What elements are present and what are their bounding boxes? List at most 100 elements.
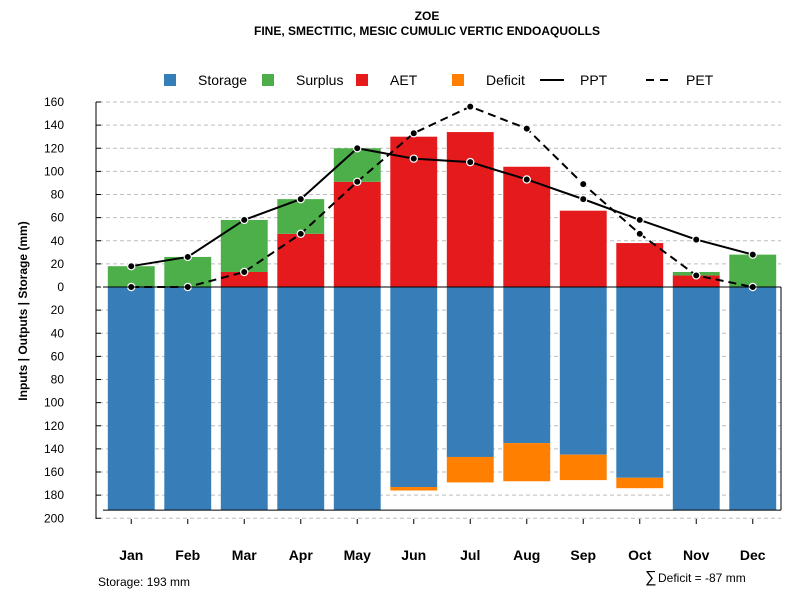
legend-swatch-deficit xyxy=(452,74,464,86)
y-tick-label: 100 xyxy=(44,396,64,410)
storage-bar xyxy=(559,287,607,455)
y-tick-label: 80 xyxy=(51,188,65,202)
aet-bar xyxy=(616,243,664,287)
storage-bar xyxy=(107,287,155,511)
y-tick-label: 20 xyxy=(51,303,65,317)
ppt-line xyxy=(131,147,754,268)
y-tick-label: 20 xyxy=(51,257,65,271)
ppt-point xyxy=(409,154,418,163)
x-tick-label: Mar xyxy=(232,547,257,563)
storage-bar xyxy=(277,287,325,511)
x-tick-label: Apr xyxy=(289,547,314,563)
pet-point xyxy=(353,177,362,186)
x-tick-label: Jun xyxy=(401,547,426,563)
y-tick-label: 40 xyxy=(51,234,65,248)
legend-swatch-surplus xyxy=(262,74,274,86)
x-tick-label: Aug xyxy=(513,547,540,563)
x-tick-label: Sep xyxy=(570,547,596,563)
ppt-point xyxy=(466,157,475,167)
storage-bar xyxy=(729,287,777,511)
legend-swatch-aet xyxy=(356,74,368,86)
storage-bar xyxy=(220,287,268,511)
y-tick-label: 0 xyxy=(57,280,64,294)
y-tick-label: 140 xyxy=(44,118,64,132)
pet-point xyxy=(692,271,701,280)
storage-footnote: Storage: 193 mm xyxy=(98,575,190,589)
storage-bar xyxy=(616,287,664,478)
y-tick-label: 60 xyxy=(51,349,65,363)
surplus-bar xyxy=(729,254,777,287)
deficit-bar xyxy=(390,487,438,491)
surplus-bar xyxy=(333,148,381,182)
ppt-point xyxy=(748,250,757,259)
storage-bar xyxy=(390,287,438,488)
ppt-point xyxy=(635,215,644,225)
pet-point xyxy=(522,124,531,133)
y-tick-label: 160 xyxy=(44,95,64,109)
aet-bar xyxy=(503,166,551,287)
aet-bar xyxy=(277,233,325,287)
x-tick-label: Dec xyxy=(740,547,766,563)
pet-point xyxy=(466,102,475,111)
surplus-bar xyxy=(107,266,155,287)
y-tick-label: 180 xyxy=(44,488,64,502)
y-tick-label: 160 xyxy=(44,465,64,479)
aet-bar xyxy=(559,210,607,287)
deficit-bar xyxy=(446,456,494,483)
pet-point xyxy=(409,129,418,138)
legend-swatch-storage xyxy=(164,74,176,86)
surplus-bar xyxy=(220,219,268,272)
deficit-footnote: Deficit = -87 mm xyxy=(658,571,746,585)
storage-bar xyxy=(503,287,551,444)
legend-label-aet: AET xyxy=(390,72,418,88)
legend-label-surplus: Surplus xyxy=(296,72,343,88)
x-tick-label: Oct xyxy=(628,547,652,563)
x-tick-label: Nov xyxy=(683,547,710,563)
aet-bar xyxy=(220,271,268,287)
deficit-bar xyxy=(559,454,607,481)
y-tick-label: 60 xyxy=(51,211,65,225)
aet-bar xyxy=(333,181,381,287)
x-tick-label: Jul xyxy=(460,547,480,563)
bars xyxy=(107,132,777,511)
pet-point xyxy=(635,229,644,239)
ppt-point xyxy=(296,194,305,204)
y-tick-label: 120 xyxy=(44,141,64,155)
y-tick-label: 200 xyxy=(44,511,64,525)
axes: 1601401201008060402002040608010012014016… xyxy=(44,95,782,563)
pet-line xyxy=(131,105,753,288)
storage-bar xyxy=(164,287,212,511)
ppt-point xyxy=(127,261,136,271)
y-axis-label: Inputs | Outputs | Storage (mm) xyxy=(16,221,30,400)
ppt-point xyxy=(522,175,531,184)
y-tick-label: 40 xyxy=(51,326,65,340)
ppt-point xyxy=(240,215,249,225)
pet-point xyxy=(296,229,305,239)
x-tick-label: May xyxy=(344,547,371,563)
deficit-bar xyxy=(503,443,551,482)
gridlines xyxy=(99,101,781,519)
y-tick-label: 120 xyxy=(44,419,64,433)
ppt-point xyxy=(692,235,701,244)
pet-point xyxy=(240,267,249,277)
x-tick-label: Feb xyxy=(175,547,200,563)
storage-bar xyxy=(333,287,381,511)
ppt-point xyxy=(353,144,362,153)
aet-bar xyxy=(446,132,494,287)
surplus-bar xyxy=(164,256,212,287)
pet-point xyxy=(579,179,588,189)
y-tick-label: 100 xyxy=(44,164,64,178)
aet-bar xyxy=(672,275,720,287)
chart-subtitle: FINE, SMECTITIC, MESIC CUMULIC VERTIC EN… xyxy=(254,24,600,38)
ppt-point xyxy=(183,252,192,262)
storage-bar xyxy=(446,287,494,457)
x-tick-label: Jan xyxy=(119,547,143,563)
legend-label-deficit: Deficit xyxy=(486,72,525,88)
lines xyxy=(127,102,757,292)
chart-title: ZOE xyxy=(415,9,440,23)
y-tick-label: 140 xyxy=(44,442,64,456)
legend-label-storage: Storage xyxy=(198,72,247,88)
ppt-point xyxy=(579,194,588,204)
storage-bar xyxy=(672,287,720,511)
